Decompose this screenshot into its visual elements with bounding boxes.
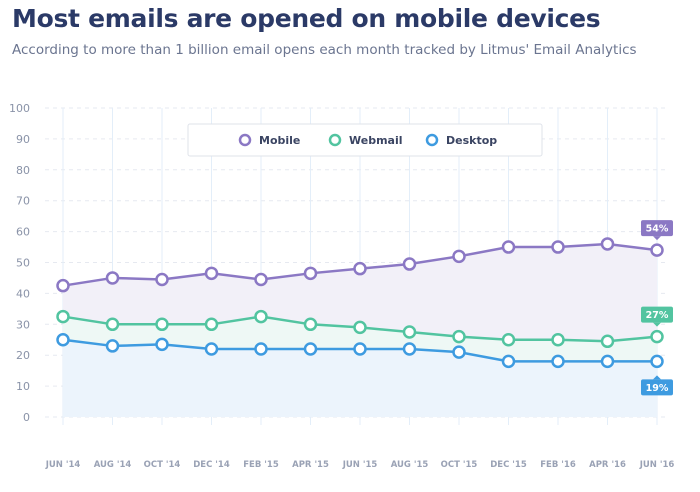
end-label-webmail: 27% [641, 306, 673, 327]
point-webmail [56, 309, 70, 324]
point-desktop [56, 333, 70, 347]
point-webmail [600, 334, 615, 349]
end-label-desktop: 19% [641, 375, 673, 396]
point-mobile [501, 240, 516, 254]
point-desktop [551, 354, 565, 369]
y-tick-label: 90 [16, 133, 30, 146]
y-tick-label: 20 [16, 349, 30, 362]
y-tick-label: 100 [9, 102, 30, 115]
y-tick-label: 50 [16, 257, 30, 270]
x-tick-label: JUN '14 [45, 460, 81, 470]
svg-text:19%: 19% [646, 383, 669, 394]
svg-text:27%: 27% [646, 310, 669, 321]
point-desktop [650, 354, 664, 369]
point-mobile [204, 266, 219, 281]
x-tick-label: DEC '15 [490, 460, 527, 470]
point-mobile [155, 272, 169, 287]
x-tick-label: JUN '16 [639, 460, 675, 470]
point-mobile [452, 249, 466, 264]
point-desktop [105, 339, 120, 353]
legend-marker [238, 133, 252, 147]
subtitle: According to more than 1 billion email o… [12, 42, 637, 58]
point-desktop [501, 354, 516, 369]
x-tick-label: FEB '15 [243, 460, 279, 470]
point-mobile [254, 272, 268, 287]
point-desktop [402, 342, 417, 356]
x-tick-label: AUG '15 [391, 460, 429, 470]
x-tick-label: APR '16 [589, 460, 626, 470]
x-tick-label: APR '15 [292, 460, 329, 470]
point-webmail [353, 320, 367, 335]
end-label-mobile: 54% [641, 220, 673, 241]
legend-marker [328, 133, 342, 147]
y-tick-label: 0 [23, 411, 30, 424]
y-tick-label: 10 [16, 380, 30, 393]
y-tick-label: 60 [16, 226, 30, 239]
point-mobile [105, 271, 120, 285]
point-webmail [105, 317, 120, 332]
x-tick-label: DEC '14 [193, 460, 230, 470]
point-desktop [353, 342, 367, 356]
point-webmail [452, 329, 466, 344]
point-webmail [204, 317, 219, 332]
point-desktop [254, 342, 268, 356]
point-mobile [303, 266, 318, 281]
point-webmail [551, 333, 565, 347]
legend: Mobile Webmail Desktop [187, 123, 543, 157]
point-webmail [254, 309, 268, 324]
legend-label: Webmail [349, 134, 403, 147]
point-mobile [56, 278, 70, 293]
legend-marker [425, 133, 439, 147]
point-desktop [452, 345, 466, 359]
point-webmail [650, 329, 664, 344]
y-tick-label: 30 [16, 318, 30, 331]
legend-label: Desktop [446, 134, 497, 147]
point-webmail [501, 333, 516, 347]
x-tick-label: OCT '15 [441, 460, 478, 470]
y-tick-label: 80 [16, 164, 30, 177]
point-webmail [303, 317, 318, 332]
x-tick-label: OCT '14 [144, 460, 181, 470]
point-mobile [650, 243, 664, 257]
point-mobile [353, 261, 367, 276]
page-title: Most emails are opened on mobile devices [12, 4, 601, 33]
point-desktop [155, 337, 169, 352]
point-webmail [155, 317, 169, 332]
point-desktop [600, 354, 615, 369]
point-desktop [204, 342, 219, 356]
x-tick-label: AUG '14 [94, 460, 132, 470]
point-mobile [402, 257, 417, 271]
point-desktop [303, 342, 318, 356]
y-tick-label: 40 [16, 287, 30, 300]
y-tick-label: 70 [16, 195, 30, 208]
point-webmail [402, 325, 417, 339]
point-mobile [551, 240, 565, 254]
legend-label: Mobile [259, 134, 300, 147]
point-mobile [600, 237, 615, 251]
x-tick-label: FEB '16 [540, 460, 576, 470]
svg-text:54%: 54% [646, 224, 669, 235]
x-tick-label: JUN '15 [342, 460, 378, 470]
area-desktop [63, 339, 657, 417]
